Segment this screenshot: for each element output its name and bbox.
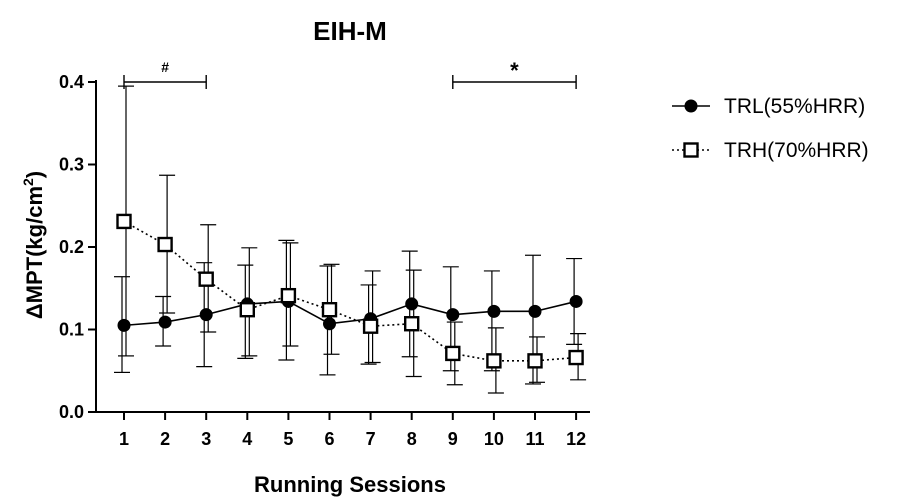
y-axis-title-end: ) — [22, 171, 47, 178]
data-point-series-1 — [528, 304, 542, 318]
x-tick-label: 5 — [283, 429, 293, 449]
data-point-series-2 — [116, 213, 132, 230]
y-axis-title-main: ΔMPT(kg/cm — [22, 186, 47, 319]
x-tick-label: 6 — [324, 429, 334, 449]
data-point-series-1 — [569, 294, 583, 308]
data-point-series-2 — [198, 271, 214, 287]
data-point-series-1 — [199, 308, 213, 322]
y-tick-label: 0.3 — [59, 155, 84, 175]
data-point-series-2 — [445, 345, 461, 362]
series-line-2 — [123, 220, 577, 362]
x-tick-label: 4 — [242, 429, 252, 449]
data-point-series-1 — [405, 297, 419, 311]
x-axis-title: Running Sessions — [254, 472, 446, 497]
data-point-series-2 — [239, 302, 256, 318]
data-point-series-2 — [157, 236, 173, 253]
legend-marker-1 — [684, 99, 698, 113]
plot-area: 0.00.10.20.30.41 2 3 4 5 6 7 8 9 10 11 12# * — [59, 58, 590, 449]
x-tick-label: 7 — [366, 429, 376, 449]
y-tick-label: 0.0 — [59, 402, 84, 422]
data-point-series-2 — [486, 353, 502, 369]
y-axis-title: ΔMPT(kg/cm2) — [20, 171, 47, 319]
data-point-series-1 — [487, 304, 501, 318]
chart-title: EIH-M — [313, 16, 387, 46]
data-point-series-2 — [568, 349, 584, 366]
significance-marker: * — [510, 58, 519, 83]
significance-marker: # — [161, 59, 169, 75]
y-tick-label: 0.2 — [59, 237, 84, 257]
data-point-series-2 — [404, 316, 420, 332]
data-point-series-1 — [158, 315, 172, 329]
data-point-series-2 — [527, 353, 543, 369]
data-point-series-1 — [446, 308, 460, 322]
x-tick-label: 9 — [448, 429, 458, 449]
data-point-series-2 — [362, 318, 379, 334]
x-tick-label: 1 — [119, 429, 129, 449]
x-tick-label: 2 — [160, 429, 170, 449]
x-tick-label: 3 — [201, 429, 211, 449]
legend-marker-2 — [683, 142, 699, 158]
legend-label-1: TRL(55%HRR) — [724, 95, 865, 118]
x-tick-label: 12 — [566, 429, 586, 449]
x-tick-label: 10 — [484, 429, 504, 449]
data-point-series-2 — [321, 302, 338, 318]
series-line-1 — [123, 300, 577, 327]
y-axis-title-sup: 2 — [20, 178, 36, 186]
data-point-series-2 — [280, 287, 297, 304]
y-tick-label: 0.1 — [59, 320, 84, 340]
data-point-series-1 — [323, 317, 336, 331]
legend: TRL(55%HRR) TRH(70%HRR) — [672, 95, 869, 162]
legend-label-2: TRH(70%HRR) — [724, 139, 869, 162]
y-tick-label: 0.4 — [59, 72, 84, 92]
data-point-series-1 — [117, 318, 131, 332]
x-tick-label: 11 — [525, 429, 544, 449]
x-tick-label: 8 — [407, 429, 417, 449]
